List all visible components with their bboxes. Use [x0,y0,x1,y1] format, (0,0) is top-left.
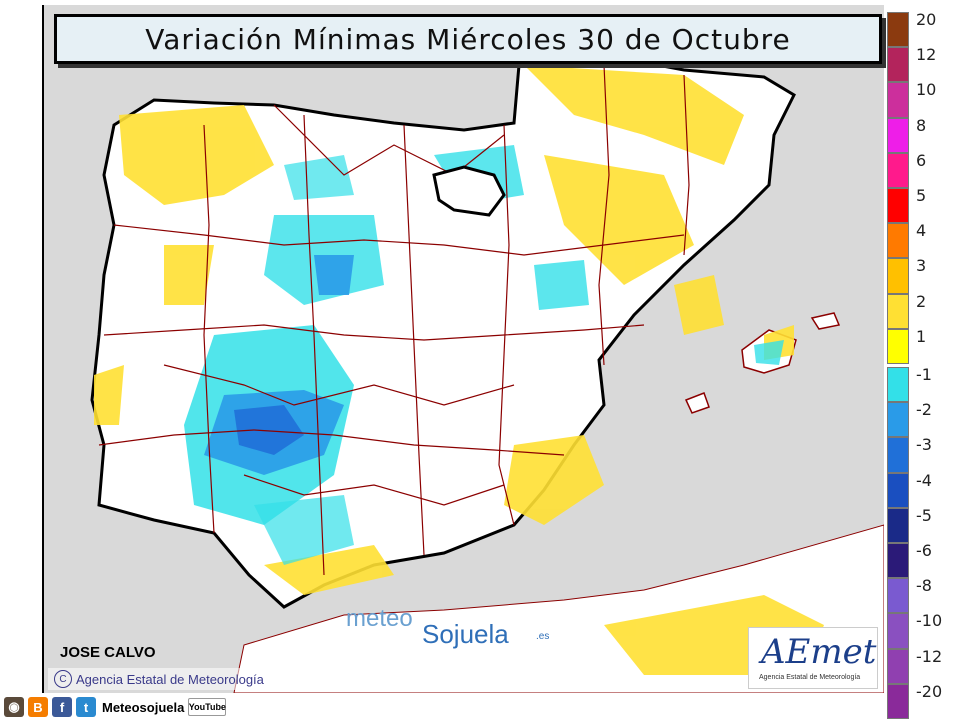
map-title-box: Variación Mínimas Miércoles 30 de Octubr… [54,14,882,64]
legend-label: 4 [916,221,927,241]
legend-label: -2 [916,400,932,420]
watermark-meteo-text: meteo [346,605,413,632]
legend-swatch [887,47,909,83]
legend-label: -8 [916,576,932,596]
watermark-suffix-text: .es [536,631,550,642]
meteosojuela-watermark: meteo Sojuela .es [346,605,556,649]
aemet-credit: C Agencia Estatal de Meteorología [48,668,270,690]
legend-label: -6 [916,541,932,560]
twitter-icon[interactable]: t [76,697,96,717]
watermark-sojuela-text: Sojuela [422,619,509,649]
legend-swatch [887,293,909,329]
legend-label: 1 [916,326,927,346]
facebook-icon[interactable]: f [52,697,72,717]
copyright-icon: C [54,670,72,688]
iberia-map [90,53,884,693]
legend-label: 3 [916,256,927,276]
legend-swatch [887,328,909,364]
legend-label: 6 [916,150,927,170]
aemet-credit-text: Agencia Estatal de Meteorología [76,671,264,687]
legend-swatch [887,683,909,719]
aemet-logo: AEmet Agencia Estatal de Meteorología [748,627,878,689]
legend-label: -10 [916,611,943,631]
legend-swatch [887,117,909,153]
social-handle[interactable]: Meteosojuela [102,699,185,715]
legend-label: -5 [916,505,932,525]
legend-swatch [887,82,909,118]
legend-label: -1 [916,365,932,384]
aemet-logo-subtitle: Agencia Estatal de Meteorología [759,674,861,681]
legend-swatch [887,402,909,438]
youtube-icon[interactable]: YouTube [188,698,227,716]
legend-label: -20 [916,681,943,701]
menorca [810,312,841,330]
legend-label: 5 [916,186,927,205]
ibiza [684,392,710,414]
legend-label: -4 [916,470,932,490]
province-borders [98,64,690,576]
legend-swatch [887,223,909,259]
social-bar: ◉ B f t Meteosojuela YouTube [0,694,258,720]
legend-swatch [887,543,909,579]
legend-swatch [887,258,909,294]
legend-label: 8 [916,115,927,135]
la-rioja-outline [432,165,506,217]
legend-swatch [887,152,909,188]
instagram-icon[interactable]: ◉ [4,697,24,717]
color-legend [887,12,911,719]
legend-swatch [887,12,909,48]
legend-swatch [887,437,909,473]
legend-swatch [887,648,909,684]
aemet-logo-name: AEmet [761,632,877,672]
legend-label: -3 [916,435,932,455]
legend-swatch [887,507,909,543]
legend-swatch [887,188,909,224]
author-label: JOSE CALVO [60,644,156,661]
legend-label: 12 [916,45,937,65]
map-panel: meteo Sojuela .es [42,5,884,693]
map-title: Variación Mínimas Miércoles 30 de Octubr… [145,22,791,56]
legend-label: -12 [916,646,943,666]
legend-swatch [887,472,909,508]
blogger-icon[interactable]: B [28,697,48,717]
legend-swatch [887,613,909,649]
legend-label: 20 [916,10,937,29]
legend-swatch [887,578,909,614]
legend-swatch [887,367,909,403]
legend-label: 10 [916,80,937,100]
legend-label: 2 [916,291,927,311]
